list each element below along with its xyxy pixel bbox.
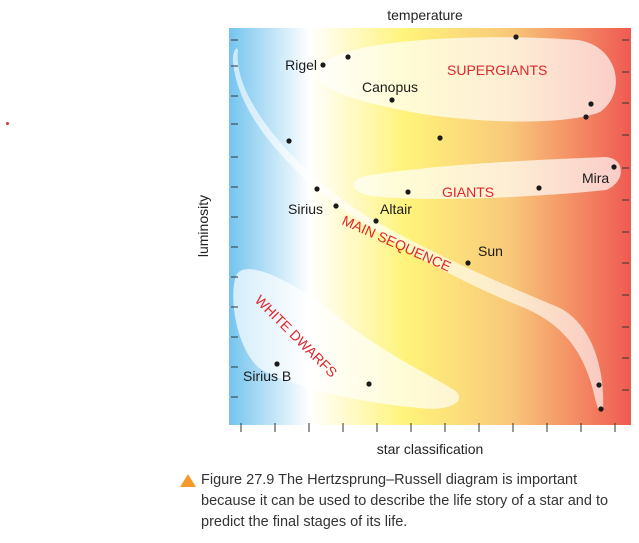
- stray-dot: [6, 122, 9, 125]
- star: [345, 54, 351, 60]
- star: [366, 381, 372, 387]
- label-giants: GIANTS: [442, 184, 494, 200]
- bottom-axis-label: star classification: [377, 441, 484, 457]
- label-sirius: Sirius: [288, 201, 323, 217]
- star-sirius-b: [274, 361, 280, 367]
- star-sun: [465, 260, 471, 266]
- label-sun: Sun: [478, 243, 503, 259]
- triangle-icon: [180, 474, 196, 487]
- star: [286, 138, 292, 144]
- label-altair: Altair: [380, 201, 412, 217]
- star-sirius: [333, 203, 339, 209]
- figure-caption: Figure 27.9 The Hertzsprung–Russell diag…: [201, 472, 609, 530]
- star: [583, 114, 589, 120]
- left-axis-label: luminosity: [195, 195, 211, 257]
- star-altair: [373, 218, 379, 224]
- star: [405, 189, 411, 195]
- star: [588, 101, 594, 107]
- region-giants: [353, 157, 621, 199]
- star: [596, 382, 602, 388]
- star: [598, 406, 604, 412]
- label-mira: Mira: [582, 170, 609, 186]
- star-mira: [611, 164, 617, 170]
- label-supergiants: SUPERGIANTS: [447, 62, 547, 78]
- star-rigel: [320, 62, 326, 68]
- label-rigel: Rigel: [285, 57, 317, 73]
- star-canopus: [389, 97, 395, 103]
- top-axis-label: temperature: [387, 7, 463, 23]
- label-canopus: Canopus: [362, 79, 418, 95]
- label-sirius-b: Sirius B: [243, 368, 291, 384]
- axis-ticks: [231, 39, 629, 432]
- region-white-dwarfs: [233, 269, 460, 409]
- star: [314, 186, 320, 192]
- star: [437, 135, 443, 141]
- star: [536, 185, 542, 191]
- star: [513, 34, 519, 40]
- stars: [274, 34, 617, 412]
